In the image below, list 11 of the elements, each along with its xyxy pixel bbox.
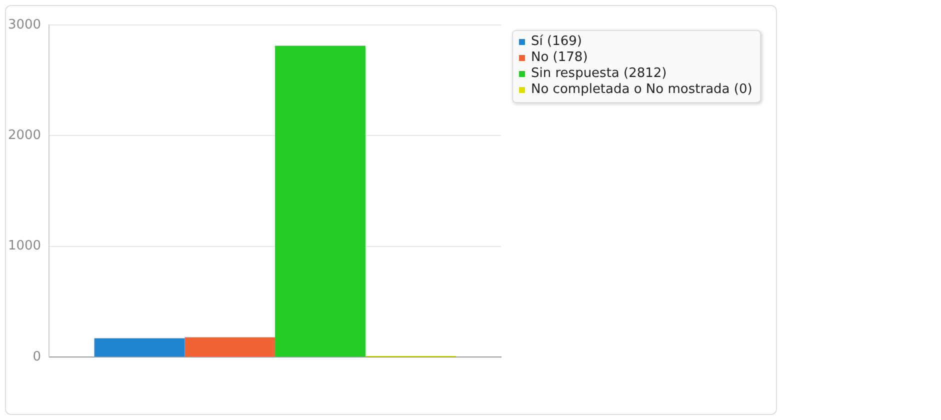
y-tick-label: 2000 [8, 128, 42, 144]
y-tick-label: 0 [32, 349, 42, 364]
y-tick-label: 1000 [8, 238, 42, 254]
bar [94, 338, 185, 356]
bar [275, 46, 366, 356]
legend-label: No completada o No mostrada (0) [531, 82, 752, 98]
legend-label: No (178) [531, 50, 588, 66]
y-tick-label: 3000 [8, 17, 42, 32]
bar [184, 337, 276, 356]
legend-label: Sí (169) [531, 34, 582, 50]
legend-label: Sin respuesta (2812) [531, 66, 667, 82]
